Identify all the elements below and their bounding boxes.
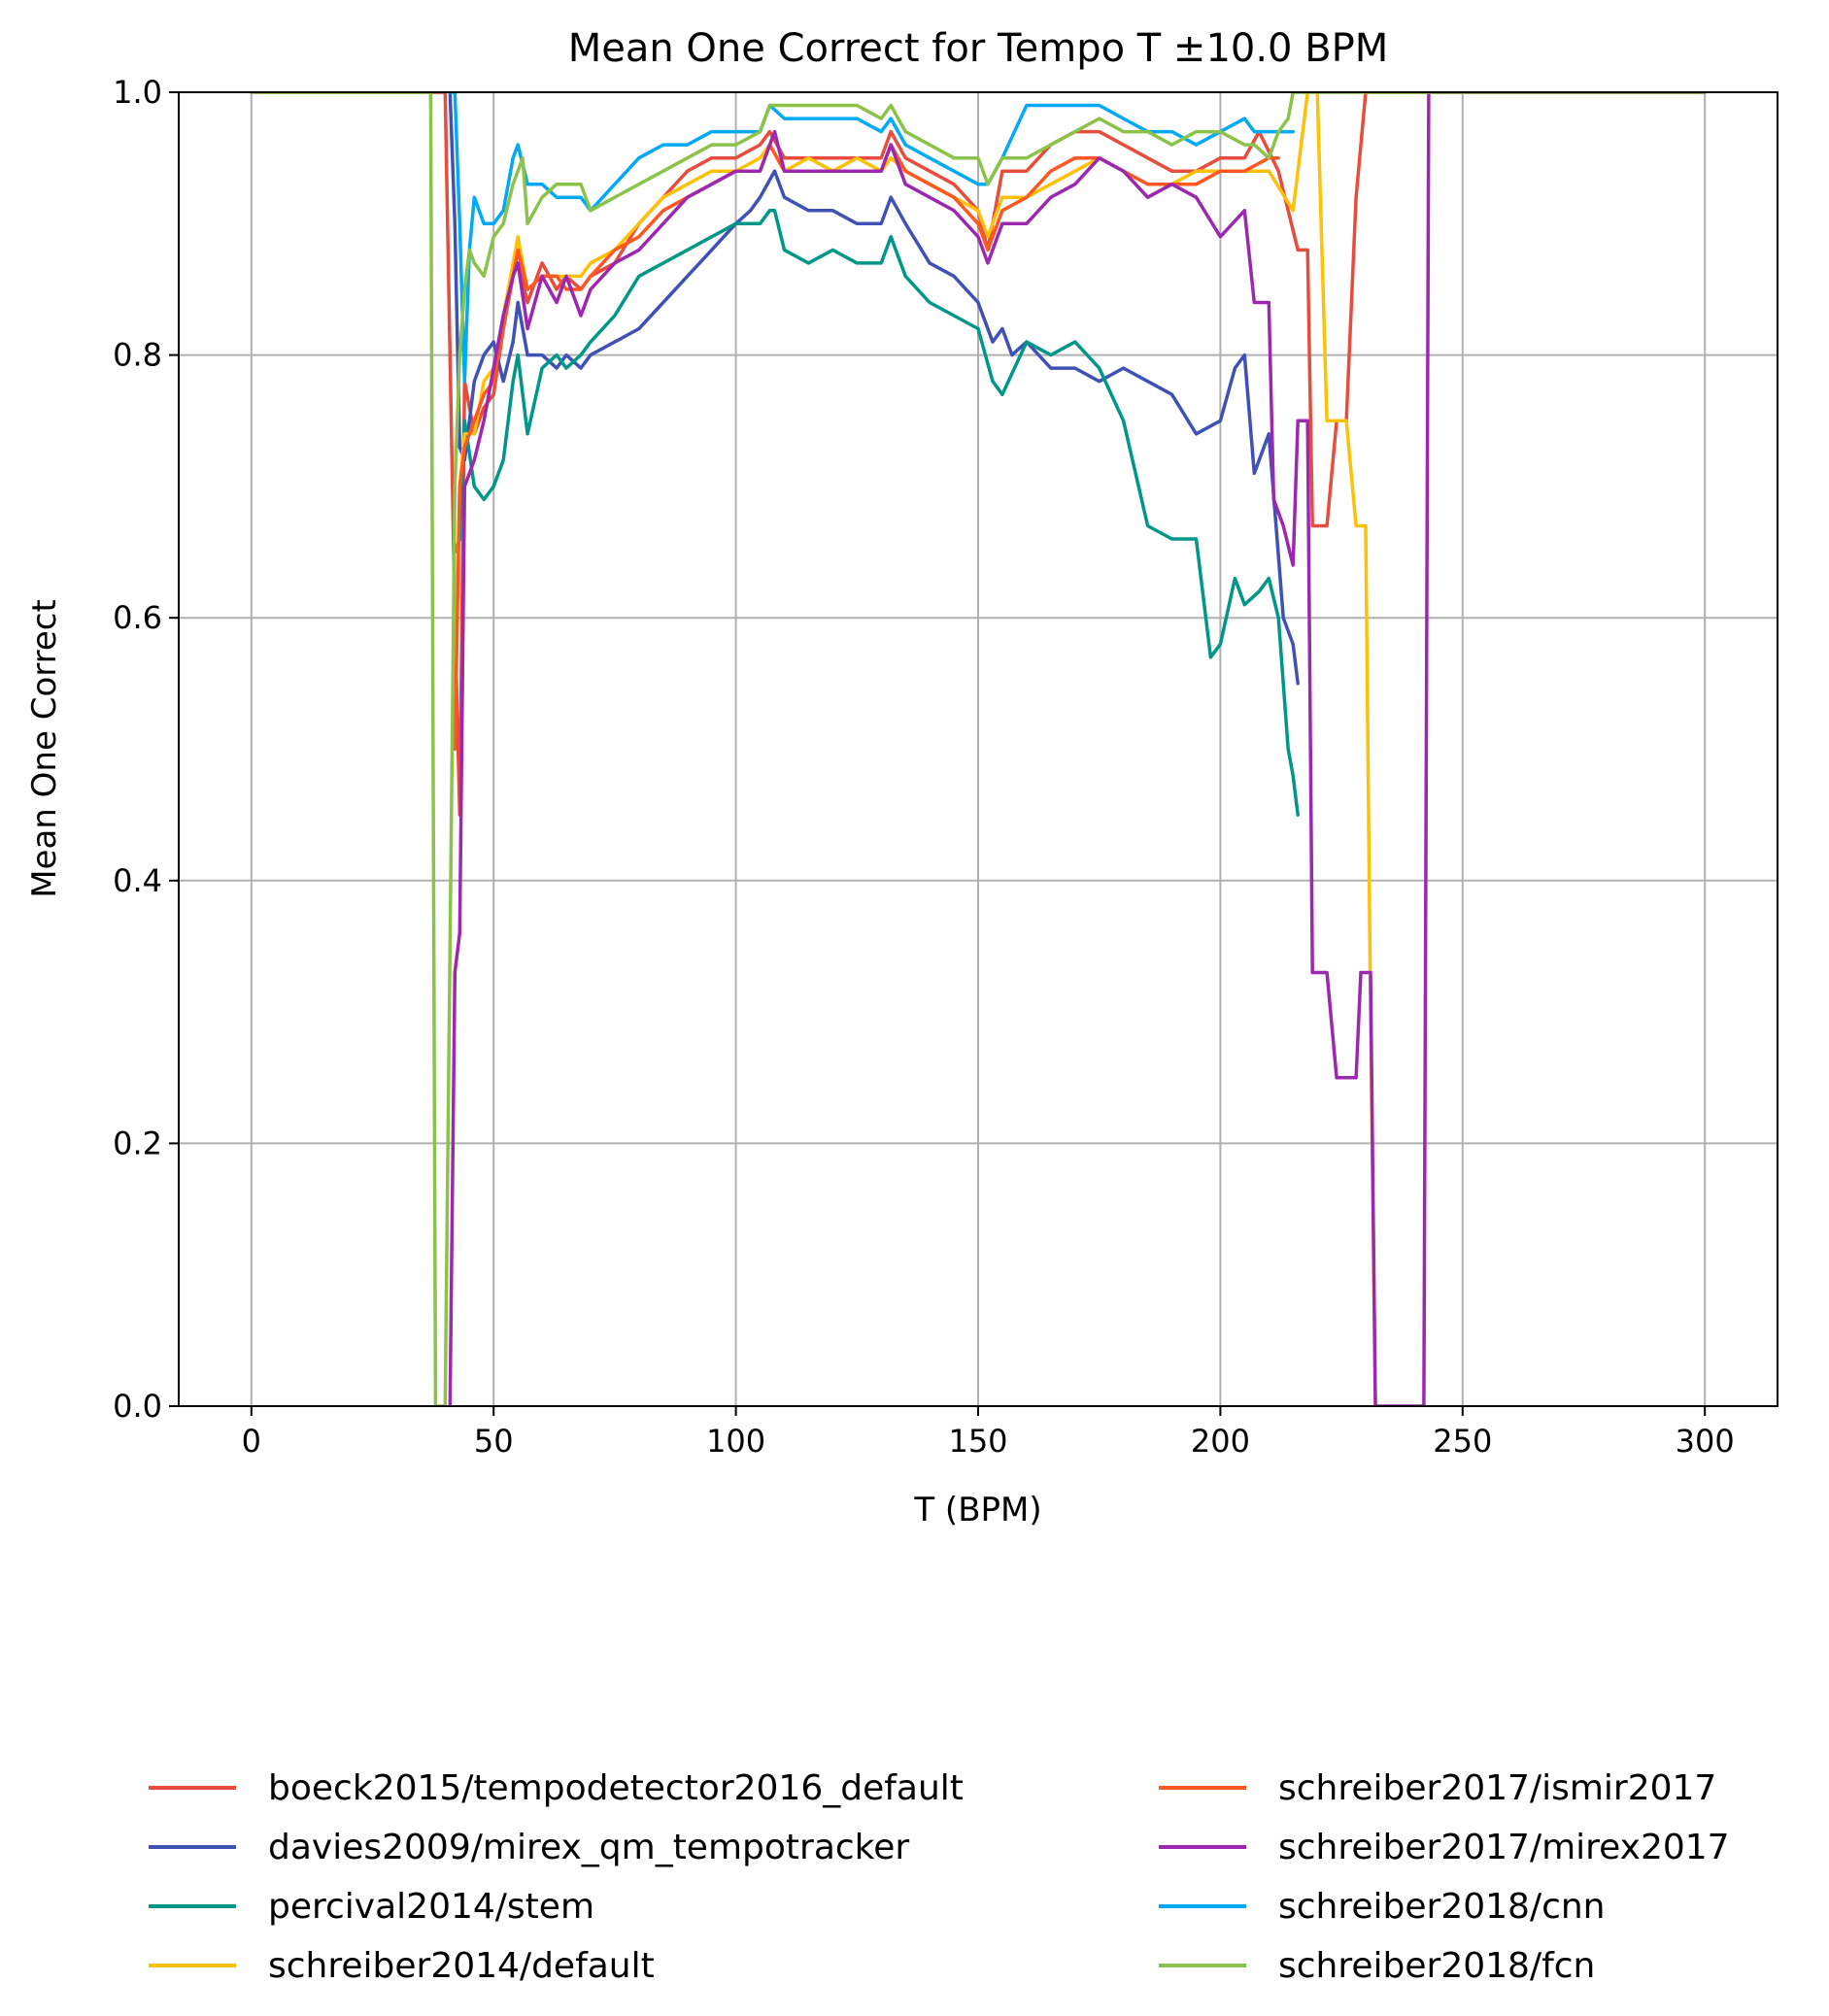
- legend-item: schreiber2014/default: [149, 1946, 655, 1986]
- series-line-schreiber2017-mirex2017: [448, 92, 1707, 1406]
- legend-item: percival2014/stem: [149, 1887, 594, 1927]
- chart-title: Mean One Correct for Tempo T ±10.0 BPM: [568, 26, 1389, 71]
- series-line-percival2014-stem: [453, 209, 1300, 817]
- y-tick-label: 0.8: [113, 337, 162, 374]
- series-line-schreiber2018-fcn: [250, 92, 1707, 1406]
- x-tick-label: 200: [1191, 1423, 1250, 1460]
- series-lines: [250, 92, 1707, 1406]
- x-tick-label: 0: [242, 1423, 261, 1460]
- y-tick-label: 0.2: [113, 1125, 162, 1161]
- legend-item: schreiber2017/mirex2017: [1159, 1828, 1730, 1867]
- y-axis-label: Mean One Correct: [25, 599, 64, 898]
- x-tick-label: 300: [1676, 1423, 1735, 1460]
- series-line-davies2009-mirex-qm-tempotracker: [448, 92, 1300, 686]
- legend-item: schreiber2018/cnn: [1159, 1887, 1606, 1927]
- legend: boeck2015/tempodetector2016_defaultdavie…: [149, 1768, 1730, 1986]
- y-tick-label: 0.4: [113, 862, 162, 899]
- legend-label: schreiber2018/cnn: [1278, 1887, 1606, 1927]
- legend-label: boeck2015/tempodetector2016_default: [268, 1768, 964, 1808]
- legend-label: schreiber2017/ismir2017: [1278, 1768, 1716, 1808]
- legend-label: schreiber2018/fcn: [1278, 1946, 1595, 1986]
- legend-item: davies2009/mirex_qm_tempotracker: [149, 1828, 909, 1867]
- legend-label: schreiber2014/default: [268, 1946, 655, 1986]
- y-axis: 0.0 0.2 0.4 0.6 0.8 1.0: [113, 74, 179, 1425]
- legend-item: schreiber2017/ismir2017: [1159, 1768, 1716, 1808]
- x-axis-label: T (BPM): [913, 1491, 1041, 1529]
- series-line-schreiber2018-cnn: [448, 92, 1295, 384]
- legend-label: percival2014/stem: [268, 1887, 594, 1927]
- y-tick-label: 0.0: [113, 1388, 162, 1425]
- y-tick-label: 0.6: [113, 599, 162, 636]
- legend-label: davies2009/mirex_qm_tempotracker: [268, 1828, 909, 1867]
- x-tick-label: 250: [1433, 1423, 1492, 1460]
- legend-item: boeck2015/tempodetector2016_default: [149, 1768, 964, 1808]
- x-tick-label: 150: [948, 1423, 1007, 1460]
- x-tick-label: 50: [474, 1423, 514, 1460]
- x-tick-label: 100: [706, 1423, 765, 1460]
- y-tick-label: 1.0: [113, 74, 162, 111]
- legend-label: schreiber2017/mirex2017: [1278, 1828, 1730, 1867]
- x-axis: 0 50 100 150 200 250 300: [242, 1406, 1735, 1460]
- legend-item: schreiber2018/fcn: [1159, 1946, 1595, 1986]
